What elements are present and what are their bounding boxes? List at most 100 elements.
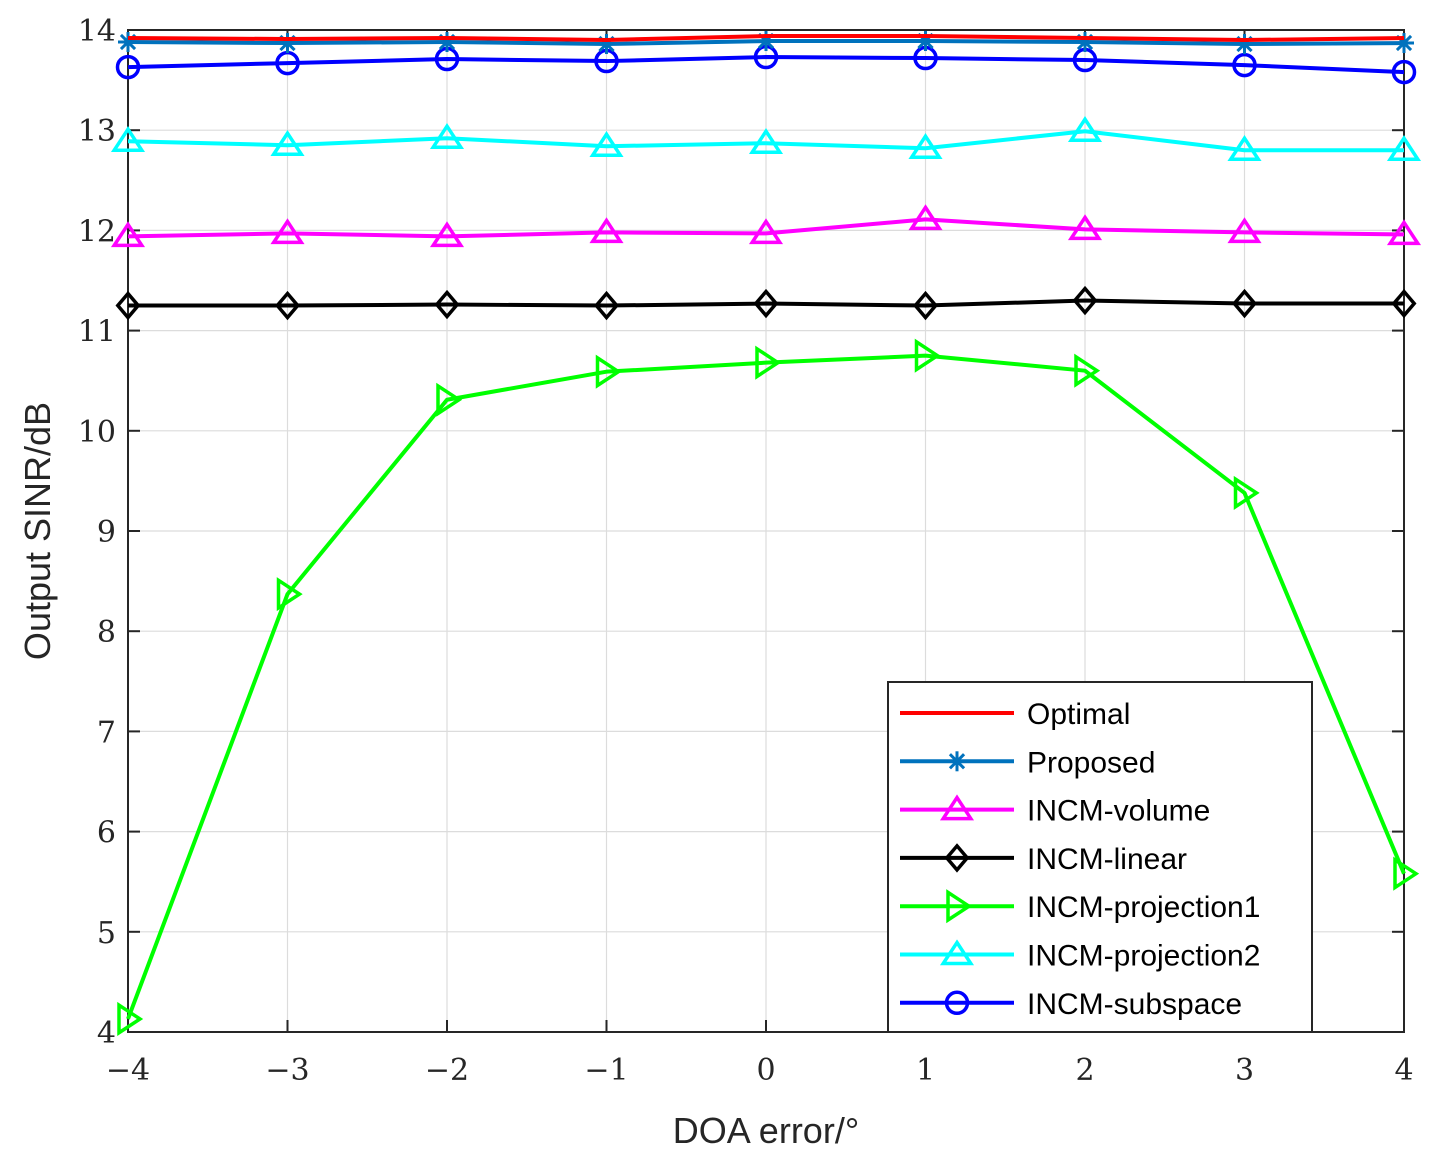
- data-point-incm-projection1: [595, 354, 622, 389]
- data-point-incm-subspace: [1232, 52, 1257, 78]
- data-point-incm-projection2: [1386, 135, 1422, 161]
- y-tick-label: 6: [97, 816, 116, 851]
- legend-swatch-marker: [947, 751, 967, 772]
- data-point-proposed: [596, 34, 617, 55]
- data-point-incm-projection2: [1067, 116, 1103, 142]
- y-tick-label: 14: [78, 14, 116, 49]
- series-optimal: [127, 34, 1405, 43]
- series-line-incm-linear: [128, 298, 1404, 308]
- data-point-proposed: [1394, 33, 1414, 54]
- x-tick-label: 3: [1235, 1053, 1254, 1088]
- data-point-incm-linear: [753, 288, 779, 319]
- x-tick-label: 4: [1394, 1053, 1413, 1088]
- legend-swatch-marker: [944, 990, 970, 1016]
- legend-swatch-marker: [946, 889, 973, 924]
- series-line-incm-volume: [127, 217, 1405, 239]
- series-line-incm-projection2: [127, 129, 1404, 153]
- data-point-incm-projection1: [1393, 856, 1420, 891]
- y-tick-label: 4: [97, 1016, 116, 1051]
- legend-item-incm-linear: INCM-linear: [900, 843, 1187, 876]
- series-incm-projection2: [110, 116, 1422, 161]
- y-tick-label: 11: [78, 315, 116, 350]
- y-tick-label: 8: [97, 615, 116, 650]
- data-point-incm-volume: [270, 218, 305, 245]
- data-point-incm-linear: [115, 290, 141, 321]
- data-point-incm-linear: [1232, 288, 1257, 319]
- series-line-optimal: [127, 34, 1405, 43]
- data-point-incm-linear: [913, 290, 938, 321]
- data-point-incm-projection2: [908, 133, 943, 159]
- data-point-proposed: [437, 32, 457, 53]
- data-point-incm-volume: [748, 218, 784, 245]
- legend-item-incm-subspace: INCM-subspace: [900, 988, 1242, 1021]
- data-point-incm-linear: [594, 290, 619, 321]
- legend-swatch-marker: [939, 794, 975, 821]
- x-tick-label: 0: [756, 1053, 775, 1088]
- data-point-incm-linear: [1072, 285, 1098, 316]
- data-point-incm-subspace: [1391, 59, 1417, 85]
- x-tick-label: −4: [106, 1053, 150, 1088]
- x-tick-label: −3: [265, 1053, 309, 1088]
- legend: Optimal Proposed INCM-volume INCM-linear INC…: [887, 681, 1313, 1033]
- data-point-incm-projection2: [270, 130, 305, 156]
- data-point-incm-projection1: [914, 338, 941, 373]
- y-tick-labels: 4 5 6 7 8 9 10 11 12 13 14: [78, 14, 116, 1051]
- asterisk-stroke: [1395, 34, 1413, 52]
- data-point-incm-volume: [1227, 217, 1262, 244]
- data-point-proposed: [1234, 34, 1255, 55]
- y-tick-label: 12: [78, 214, 116, 249]
- series-incm-projection1: [117, 338, 1420, 1037]
- data-point-incm-volume: [110, 221, 146, 248]
- x-tick-label: −1: [584, 1053, 628, 1088]
- x-tick-label: −2: [425, 1053, 469, 1088]
- legend-label: INCM-projection1: [1027, 891, 1260, 924]
- data-point-incm-subspace: [115, 54, 141, 80]
- data-point-incm-projection1: [1074, 353, 1101, 388]
- data-point-incm-projection1: [276, 577, 303, 612]
- y-axis-label: Output SINR/dB: [17, 402, 58, 660]
- data-point-proposed: [277, 33, 298, 54]
- data-point-incm-projection2: [1227, 135, 1262, 161]
- legend-label: Optimal: [1027, 698, 1130, 731]
- data-point-incm-volume: [1386, 219, 1422, 246]
- series-line-incm-projection1: [126, 353, 1406, 1020]
- data-point-incm-projection1: [755, 345, 782, 380]
- x-tick-label: 1: [916, 1053, 935, 1088]
- x-axis-label: DOA error/°: [673, 1110, 859, 1151]
- data-point-incm-projection2: [589, 131, 624, 157]
- data-point-incm-linear: [275, 290, 300, 321]
- legend-item-incm-projection2: INCM-projection2: [900, 939, 1260, 973]
- x-tick-labels: −4 −3 −2 −1 0 1 2 3 4: [106, 1053, 1414, 1088]
- data-point-incm-volume: [589, 217, 624, 244]
- data-point-incm-volume: [908, 204, 943, 231]
- data-point-incm-projection2: [110, 126, 146, 152]
- y-tick-label: 9: [97, 515, 116, 550]
- data-point-proposed: [118, 32, 138, 53]
- data-point-incm-projection1: [436, 382, 463, 417]
- y-tick-label: 10: [78, 415, 116, 450]
- legend-label: INCM-projection2: [1027, 940, 1260, 973]
- y-tick-label: 5: [97, 916, 116, 951]
- legend-label: INCM-volume: [1027, 795, 1210, 828]
- asterisk-stroke: [948, 753, 966, 770]
- series-layer: [110, 31, 1422, 1037]
- data-point-incm-projection1: [117, 1001, 144, 1037]
- legend-item-optimal: Optimal: [900, 698, 1130, 731]
- legend-label: Proposed: [1027, 746, 1155, 779]
- x-tick-label: 2: [1075, 1053, 1094, 1088]
- series-incm-linear: [115, 285, 1417, 321]
- data-point-incm-projection2: [748, 128, 784, 154]
- data-point-incm-projection2: [429, 123, 465, 149]
- legend-item-incm-projection1: INCM-projection1: [900, 889, 1260, 924]
- legend-label: INCM-subspace: [1027, 988, 1242, 1021]
- data-point-incm-volume: [429, 221, 465, 248]
- series-incm-volume: [110, 204, 1422, 248]
- y-tick-label: 7: [97, 715, 116, 750]
- y-tick-label: 13: [78, 114, 116, 149]
- legend-swatch-marker: [944, 843, 970, 873]
- data-point-incm-linear: [1391, 288, 1417, 319]
- data-point-incm-volume: [1067, 214, 1103, 241]
- legend-item-proposed: Proposed: [900, 746, 1155, 779]
- data-point-incm-linear: [434, 289, 460, 320]
